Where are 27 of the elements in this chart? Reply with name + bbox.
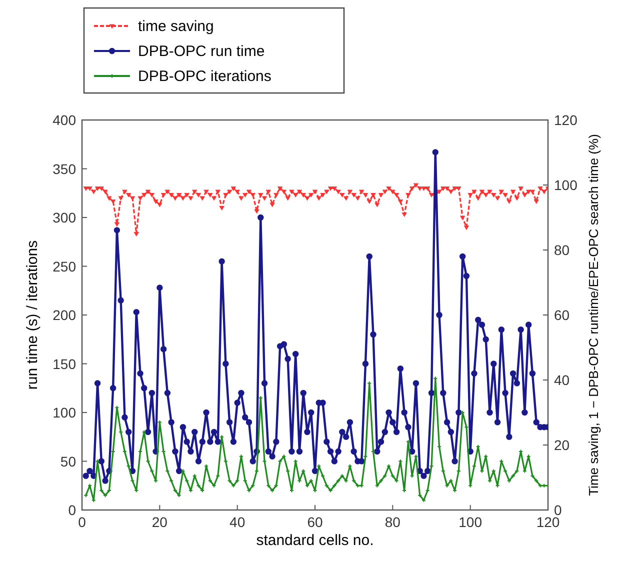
x-axis-title: standard cells no. xyxy=(256,532,374,549)
y-tick-label: 400 xyxy=(52,112,76,128)
legend-label: time saving xyxy=(138,18,214,35)
x-tick-label: 20 xyxy=(152,514,168,530)
y2-tick-label: 80 xyxy=(554,242,570,258)
y2-axis-title: Time saving, 1 − DPB-OPC runtime/EPE-OPC search time (%) xyxy=(586,134,601,496)
y-tick-label: 250 xyxy=(52,258,76,274)
x-tick-label: 100 xyxy=(458,514,482,530)
y2-tick-label: 100 xyxy=(554,177,578,193)
x-tick-label: 60 xyxy=(307,514,323,530)
x-tick-label: 0 xyxy=(78,514,86,530)
y-tick-label: 200 xyxy=(52,307,76,323)
y-tick-label: 300 xyxy=(52,210,76,226)
y-axis-title: run time (s) / iterations xyxy=(24,240,41,390)
y-tick-label: 150 xyxy=(52,356,76,372)
y-tick-label: 0 xyxy=(68,502,76,518)
y2-tick-label: 40 xyxy=(554,372,570,388)
y-tick-label: 50 xyxy=(60,453,76,470)
legend-label: DPB-OPC iterations xyxy=(138,68,272,85)
y2-tick-label: 60 xyxy=(554,307,570,323)
x-tick-label: 80 xyxy=(384,514,401,530)
y-tick-label: 350 xyxy=(52,160,76,177)
y-tick-label: 100 xyxy=(52,404,76,420)
legend-label: DPB-OPC run time xyxy=(138,43,265,60)
x-tick-label: 40 xyxy=(230,514,246,530)
y2-tick-label: 120 xyxy=(554,112,578,128)
y2-tick-label: 20 xyxy=(554,437,570,453)
